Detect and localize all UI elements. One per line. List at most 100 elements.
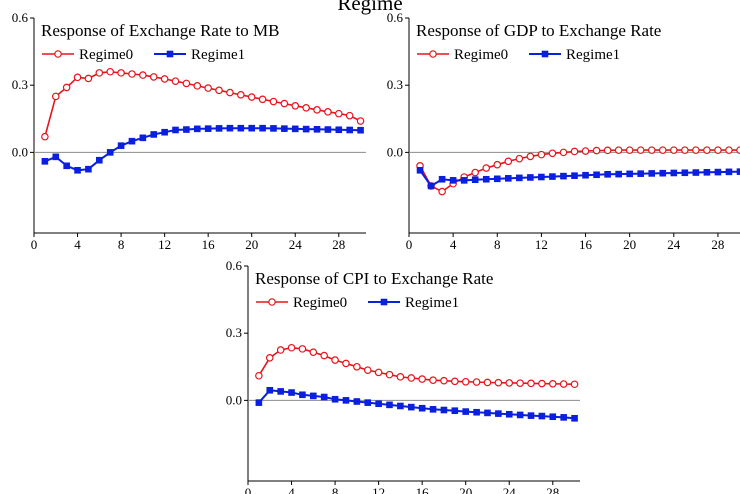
data-point-regime1 — [418, 404, 426, 412]
series-regime0 — [255, 343, 579, 389]
y-tick-label: 0.0 — [12, 144, 28, 159]
x-tick-label: 20 — [245, 237, 258, 252]
data-point-regime1 — [248, 124, 256, 132]
data-point-regime0 — [471, 168, 480, 177]
data-point-regime1 — [375, 400, 382, 408]
legend-item-regime0: Regime0 — [417, 47, 508, 63]
x-tick-label: 20 — [459, 485, 472, 494]
y-tick-label: 0.0 — [226, 392, 242, 407]
series-line-regime1 — [44, 127, 361, 172]
data-point-regime0 — [703, 146, 711, 154]
series-line-regime1 — [419, 169, 740, 188]
data-point-regime1 — [255, 399, 263, 406]
data-point-regime1 — [85, 165, 92, 173]
data-point-regime1 — [449, 177, 457, 184]
data-point-regime0 — [385, 370, 394, 379]
data-point-regime0 — [345, 111, 354, 120]
data-point-regime1 — [335, 126, 343, 134]
data-point-regime1 — [495, 410, 502, 417]
data-point-regime0 — [342, 359, 350, 368]
data-point-regime0 — [526, 152, 535, 161]
x-tick-label: 16 — [202, 237, 216, 252]
data-point-regime0 — [269, 97, 278, 106]
data-point-regime1 — [106, 149, 114, 156]
data-point-regime1 — [473, 408, 480, 416]
x-tick-label: 12 — [372, 485, 385, 494]
data-point-regime0 — [647, 146, 656, 154]
data-point-regime0 — [407, 374, 416, 382]
data-point-regime1 — [52, 153, 60, 161]
x-tick-label: 28 — [711, 237, 724, 252]
data-point-regime0 — [226, 88, 234, 97]
data-point-regime0 — [440, 376, 448, 385]
series-line-regime0 — [419, 149, 740, 193]
data-point-regime0 — [374, 368, 383, 377]
data-point-regime1 — [74, 166, 81, 174]
data-point-regime0 — [117, 69, 125, 77]
data-point-regime0 — [592, 146, 601, 155]
legend-item-regime1: Regime1 — [154, 47, 245, 63]
y-tick-label: 0.3 — [12, 77, 28, 92]
data-point-regime1 — [277, 388, 284, 395]
panel-response-of-exchange-rate-to-mb: 0.0 0.3 0.6 0 4 8 12 16 20 24 28 Response of Exchan… — [12, 10, 366, 252]
data-point-regime1 — [117, 142, 125, 149]
data-point-regime0 — [313, 106, 321, 114]
y-tick-label: 0.3 — [387, 77, 403, 92]
y-tick-label: 0.6 — [226, 258, 243, 273]
x-tick-label: 0 — [245, 485, 252, 494]
data-point-regime0 — [625, 146, 634, 154]
y-tick-label: 0.0 — [387, 144, 403, 159]
data-point-regime0 — [237, 91, 245, 99]
data-point-regime1 — [538, 412, 546, 420]
data-point-regime1 — [648, 170, 656, 177]
data-point-regime0 — [636, 146, 645, 154]
data-point-regime1 — [407, 403, 415, 411]
data-point-regime1 — [681, 169, 689, 177]
data-point-regime0 — [84, 74, 93, 83]
data-point-regime1 — [692, 169, 700, 176]
panel-response-of-gdp-to-exchange-rate: 0.0 0.3 0.6 0 4 8 12 16 20 24 28 Response of GDP to… — [387, 10, 740, 252]
data-point-regime1 — [226, 124, 234, 132]
data-point-regime1 — [560, 172, 567, 180]
data-point-regime0 — [73, 73, 82, 82]
data-point-regime0 — [331, 356, 339, 364]
data-point-regime0 — [51, 92, 60, 101]
data-point-regime1 — [471, 176, 479, 183]
data-point-regime1 — [714, 168, 722, 176]
data-point-regime0 — [658, 146, 667, 154]
data-point-regime1 — [291, 125, 299, 133]
data-point-regime1 — [266, 386, 274, 394]
series-line-regime0 — [44, 70, 361, 137]
data-point-regime1 — [429, 406, 437, 413]
data-point-regime0 — [504, 157, 513, 166]
legend-label: Regime0 — [454, 47, 508, 63]
data-point-regime1 — [41, 158, 49, 165]
x-tick-label: 24 — [289, 237, 303, 252]
panel-response-of-cpi-to-exchange-rate: 0.0 0.3 0.6 0 4 8 12 16 20 24 28 Response of CPI to… — [226, 258, 580, 494]
legend-label: Regime1 — [405, 295, 459, 311]
data-point-regime1 — [451, 407, 459, 414]
legend-label: Regime0 — [293, 295, 347, 311]
y-tick-label: 0.6 — [387, 10, 404, 25]
data-point-regime1 — [582, 171, 589, 179]
data-point-regime0 — [669, 146, 678, 154]
data-point-regime0 — [494, 378, 503, 387]
data-point-regime1 — [626, 170, 633, 178]
data-point-regime1 — [161, 128, 168, 136]
data-point-regime1 — [527, 174, 534, 181]
data-point-regime1 — [215, 125, 223, 132]
data-point-regime1 — [397, 402, 404, 410]
data-point-regime0 — [692, 146, 700, 154]
data-point-regime1 — [331, 395, 339, 403]
x-tick-label: 24 — [503, 485, 517, 494]
data-point-regime1 — [593, 171, 600, 179]
data-point-regime0 — [559, 380, 568, 388]
data-point-regime0 — [363, 366, 372, 374]
series-line-regime1 — [258, 389, 575, 420]
data-point-regime1 — [150, 131, 158, 138]
data-point-regime1 — [310, 392, 317, 400]
data-point-regime0 — [353, 362, 361, 371]
data-point-regime1 — [313, 126, 321, 133]
data-point-regime0 — [527, 379, 535, 388]
series-regime0 — [416, 146, 740, 196]
